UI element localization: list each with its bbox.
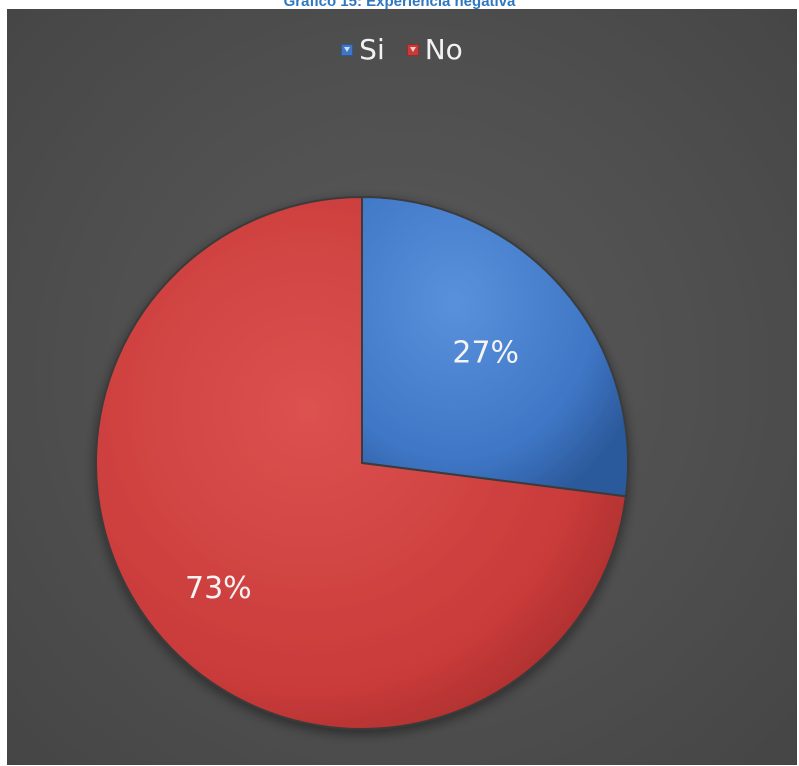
data-label-si: 27% xyxy=(452,335,519,370)
chart-area: Si No 27% 73% xyxy=(7,9,797,765)
pie-slice-si xyxy=(361,195,629,498)
legend-swatch-si xyxy=(341,44,354,56)
legend-label-si: Si xyxy=(359,33,385,66)
data-label-no: 73% xyxy=(185,571,252,606)
legend-item-si: Si xyxy=(341,35,385,65)
chart-legend: Si No xyxy=(7,35,797,65)
pie-chart: 27% 73% xyxy=(95,195,629,730)
figure-caption: Gráfico 15: Experiencia negativa xyxy=(283,0,516,10)
pie-slice-no xyxy=(95,195,628,730)
legend-swatch-no xyxy=(406,44,419,56)
legend-item-no: No xyxy=(406,33,463,66)
legend-label-no: No xyxy=(424,33,463,66)
